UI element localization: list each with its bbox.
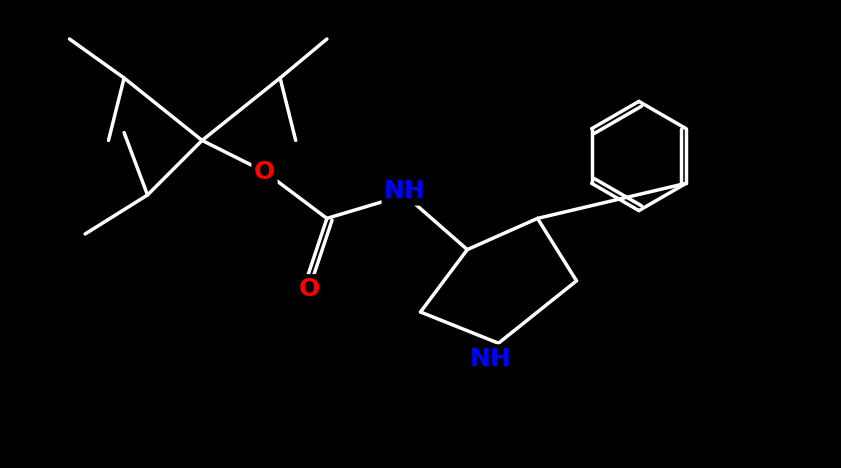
Text: O: O — [254, 160, 275, 183]
Text: NH: NH — [470, 347, 511, 371]
Text: NH: NH — [384, 179, 426, 203]
Text: O: O — [299, 277, 320, 300]
